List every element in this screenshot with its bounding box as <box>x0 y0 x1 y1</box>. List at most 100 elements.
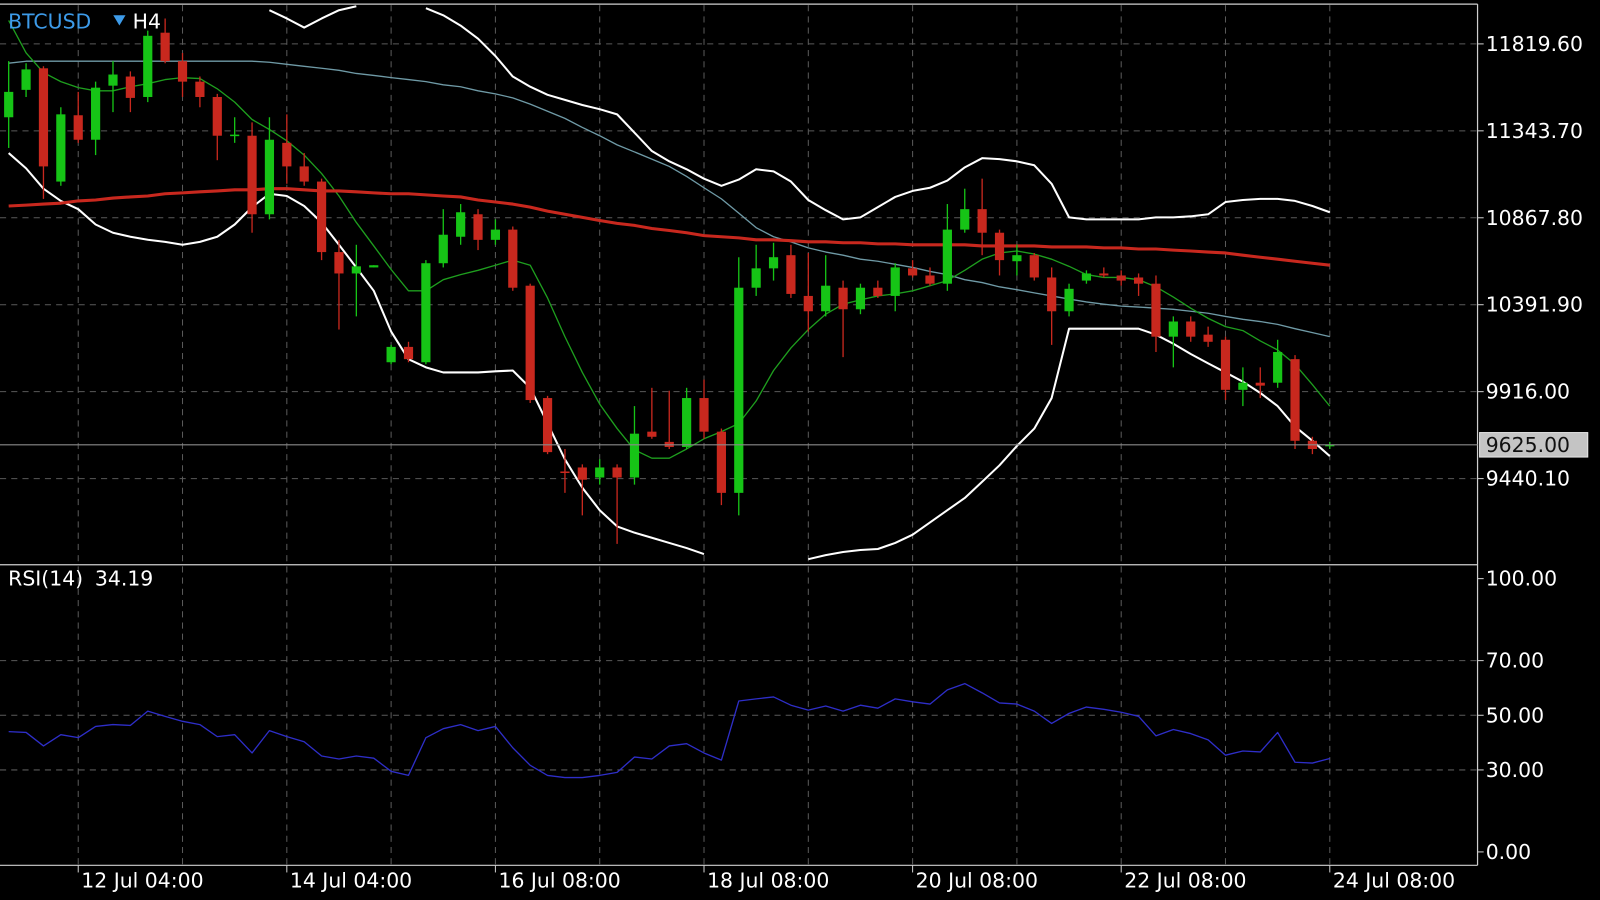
candle-body <box>316 181 327 253</box>
candle-body <box>1186 321 1196 337</box>
candle-body <box>143 35 153 97</box>
labels-layer: BTCUSD H4 RSI(14) 9440.10 9916.00 10391.90… <box>0 3 1589 893</box>
candle-body <box>629 433 640 478</box>
candle-body <box>612 467 622 478</box>
candle-body <box>838 287 848 310</box>
candle-body <box>473 214 483 240</box>
candle-body <box>56 114 66 182</box>
x-tick-label: 24 Jul 08:00 <box>1333 869 1455 893</box>
candle-body <box>855 287 866 310</box>
candle-body <box>1029 255 1039 278</box>
candle-body <box>786 255 796 294</box>
candle-body <box>160 32 170 62</box>
candle-body <box>560 471 570 474</box>
candle-body <box>647 431 657 437</box>
candle-body <box>1151 283 1161 337</box>
candle-body <box>768 257 779 269</box>
candle-body <box>908 268 918 276</box>
candle-body <box>508 229 518 288</box>
candle-body <box>369 265 379 268</box>
indicator-line <box>8 152 1331 561</box>
rsi-line <box>8 682 1330 779</box>
x-tick-label: 18 Jul 08:00 <box>707 869 829 893</box>
y-tick-label: 30.00 <box>1486 758 1544 782</box>
candle-body <box>1064 288 1074 312</box>
candle-body <box>247 135 257 215</box>
candle-body <box>1238 382 1248 390</box>
candle-body <box>925 275 935 284</box>
candle-body <box>525 285 535 401</box>
candle-body <box>386 346 396 363</box>
x-tick-label: 12 Jul 04:00 <box>81 869 203 893</box>
y-tick-label: 70.00 <box>1486 649 1544 673</box>
candle-body <box>73 115 83 140</box>
rsi-title: RSI(14) <box>8 567 83 591</box>
x-tick-label: 14 Jul 04:00 <box>290 869 412 893</box>
candle-body <box>1099 273 1109 276</box>
indicator-line <box>8 187 1330 267</box>
x-tick-label: 20 Jul 08:00 <box>916 869 1038 893</box>
y-tick-label: 0.00 <box>1486 840 1531 864</box>
candle-body <box>91 87 101 140</box>
indicator-line <box>268 5 1331 221</box>
indicator-line <box>8 60 1330 338</box>
y-tick-label: 9916.00 <box>1486 380 1570 404</box>
candle-body <box>1133 277 1144 284</box>
candle-body <box>230 134 240 137</box>
y-tick-label: 11343.70 <box>1486 119 1583 143</box>
current-price-box <box>1479 432 1589 458</box>
y-tick-label: 9440.10 <box>1486 467 1570 491</box>
candle-body <box>890 267 900 296</box>
candle-body <box>456 212 466 237</box>
candle-body <box>734 287 744 493</box>
candle-body <box>1273 352 1283 383</box>
candle-body <box>1081 273 1092 281</box>
candle-body <box>751 268 761 288</box>
rsi-value: 34.19 <box>95 567 153 591</box>
candle-body <box>577 467 587 480</box>
candle-body <box>1203 334 1213 342</box>
candle-body <box>195 81 205 97</box>
candle-body <box>351 266 361 274</box>
y-tick-label: 11819.60 <box>1486 32 1583 56</box>
candle-body <box>873 287 883 296</box>
x-tick-label: 22 Jul 08:00 <box>1124 869 1246 893</box>
candle-body <box>1047 277 1057 312</box>
symbol[interactable]: BTCUSD <box>8 9 91 33</box>
y-tick-label: 100.00 <box>1486 567 1557 591</box>
candle-body <box>403 346 414 360</box>
candle-body <box>421 263 431 363</box>
candle-body <box>490 229 501 240</box>
candle-body <box>542 398 553 453</box>
x-tick-label: 16 Jul 08:00 <box>498 869 620 893</box>
candle-body <box>125 76 135 98</box>
candle-body <box>177 61 188 82</box>
symbol-dropdown-icon[interactable] <box>113 15 126 26</box>
candle-body <box>1290 359 1300 441</box>
current-price-label: 9625.00 <box>1486 433 1570 457</box>
candle-body <box>699 398 709 432</box>
candle-body <box>4 91 14 118</box>
rsi-panel <box>8 682 1330 779</box>
candle-body <box>821 285 831 312</box>
timeframe[interactable]: H4 <box>133 9 161 33</box>
candle-body <box>994 232 1005 261</box>
candle-body <box>1012 255 1022 262</box>
candle-body <box>1220 339 1231 390</box>
grid-layer <box>0 5 1478 866</box>
candle-body <box>282 142 292 167</box>
y-tick-label: 50.00 <box>1486 703 1544 727</box>
y-tick-label: 10867.80 <box>1486 206 1583 230</box>
candle-body <box>21 69 31 90</box>
candle-body <box>960 209 970 230</box>
candle-body <box>803 295 813 312</box>
candle-body <box>438 234 448 264</box>
candle-body <box>1325 444 1335 447</box>
y-tick-label: 10391.90 <box>1486 293 1583 317</box>
candle-body <box>108 74 118 86</box>
indicator-line <box>8 20 1331 459</box>
candle-body <box>212 96 222 136</box>
candle-body <box>595 467 605 478</box>
candle-body <box>38 68 49 167</box>
